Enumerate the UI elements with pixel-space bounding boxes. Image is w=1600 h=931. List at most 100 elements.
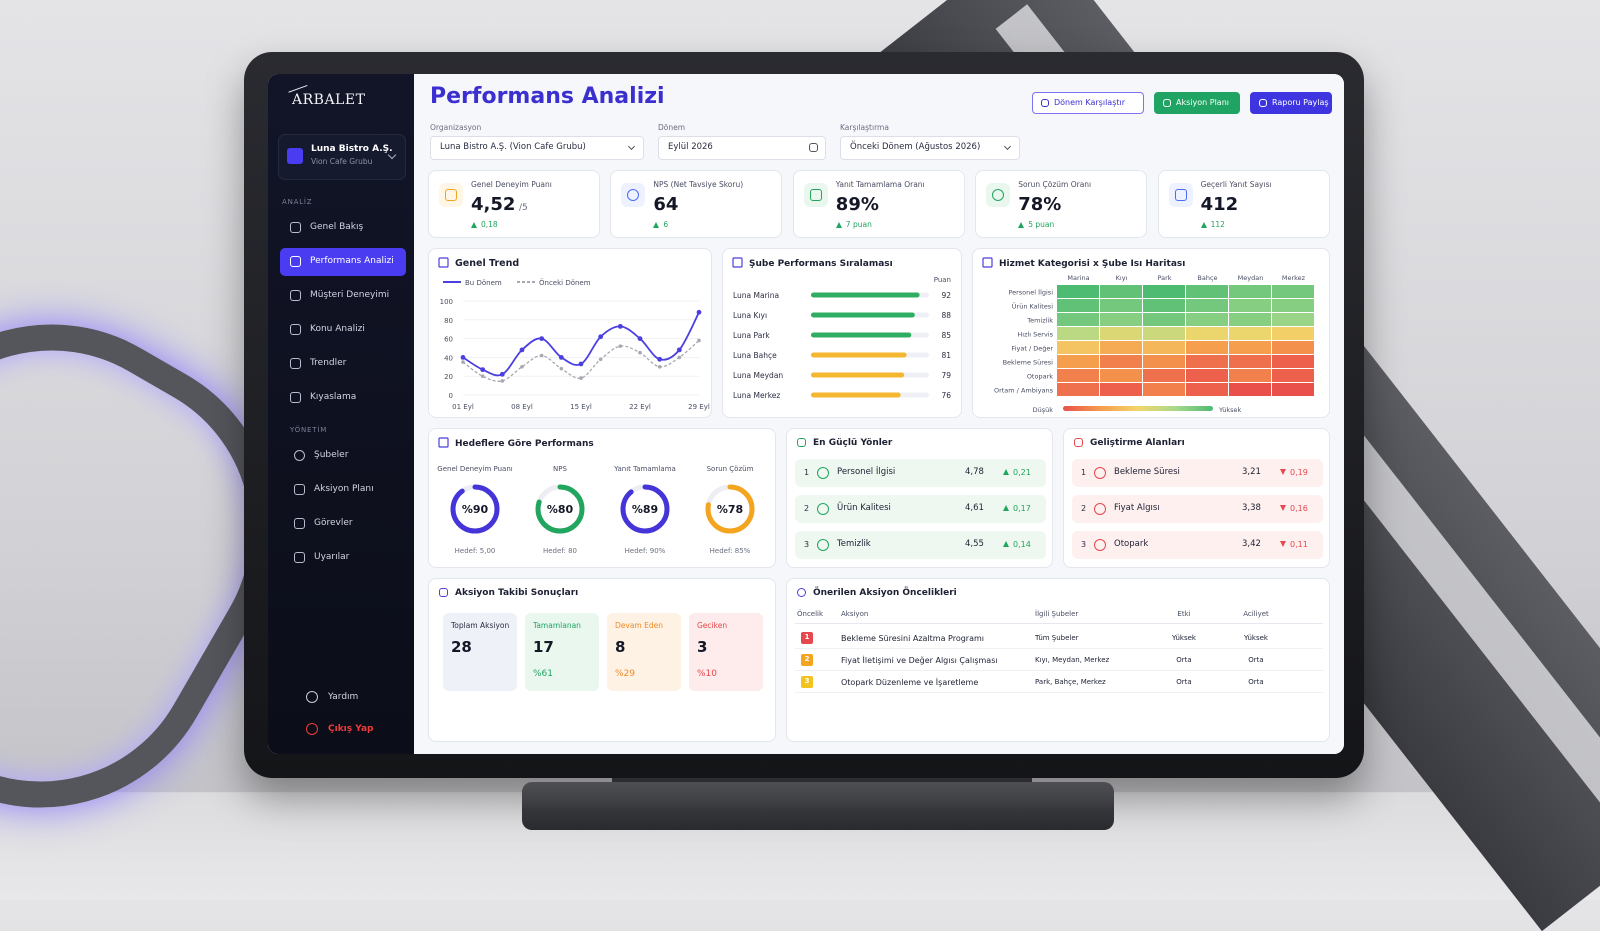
heat-cell (1100, 313, 1142, 326)
kpi-value: 78% (1018, 194, 1062, 215)
icon (445, 189, 457, 201)
filter-select[interactable]: Önceki Dönem (Ağustos 2026) (840, 136, 1020, 160)
row-label: Ürün Kalitesi (1012, 302, 1053, 311)
heat-cell (1229, 313, 1271, 326)
help-link[interactable]: Yardım (296, 686, 406, 708)
arrow-up (1003, 505, 1009, 511)
nav-item[interactable]: Performans Analizi (280, 248, 406, 276)
data-point (677, 355, 682, 360)
arrow-up (1018, 222, 1025, 228)
icon (294, 518, 305, 529)
legend-high: Yüksek (1218, 406, 1241, 414)
icon (1041, 99, 1049, 107)
stat-label: Geciken (697, 621, 728, 630)
filter-select[interactable]: Luna Bistro A.Ş. (Vion Cafe Grubu) (430, 136, 644, 160)
data-point (539, 353, 544, 358)
filter-select[interactable]: Eylül 2026 (658, 136, 826, 160)
nav-item[interactable]: Görevler (284, 510, 406, 538)
item-name: Ürün Kalitesi (837, 503, 891, 513)
logout-link[interactable]: Çıkış Yap (296, 718, 406, 740)
item-name: Fiyat Algısı (1114, 503, 1160, 513)
icon (797, 588, 806, 597)
y-tick-label: 0 (449, 392, 453, 400)
icon (1094, 539, 1106, 551)
table-cell: Orta (1248, 678, 1264, 686)
value-label: 88 (941, 311, 951, 320)
list-row: 1 Personel İlgisi 4,78 0,21 (795, 459, 1046, 487)
chart-title: Hizmet Kategorisi x Şube Isı Haritası (999, 259, 1185, 269)
data-point (579, 376, 583, 380)
select-value: Eylül 2026 (668, 142, 713, 152)
icon (290, 324, 301, 335)
gauge-value: %78 (717, 503, 743, 516)
nav-label: Müşteri Deneyimi (310, 290, 390, 300)
kpi-icon-bg (439, 183, 463, 207)
color-legend (1063, 406, 1213, 411)
icon (1094, 503, 1106, 515)
nav-item[interactable]: Uyarılar (284, 544, 406, 572)
gauge-label: Sorun Çözüm (707, 465, 754, 473)
org-switcher[interactable]: Luna Bistro A.Ş. Vion Cafe Grubu (278, 134, 406, 180)
nav-item[interactable]: Genel Bakış (280, 214, 406, 242)
action-button[interactable]: Dönem Karşılaştır (1032, 92, 1144, 114)
heat-cell (1143, 299, 1185, 312)
page-title: Performans Analizi (430, 84, 665, 109)
action-button[interactable]: Aksiyon Planı (1154, 92, 1240, 114)
arrow-down (1280, 541, 1286, 547)
heat-cell (1143, 285, 1185, 298)
data-point (578, 361, 584, 367)
category-label: Luna Marina (733, 291, 779, 300)
nav-item[interactable]: Müşteri Deneyimi (280, 282, 406, 310)
table-cell: Orta (1176, 678, 1192, 686)
nav-item[interactable]: Şubeler (284, 442, 406, 470)
arrow-down (1280, 505, 1286, 511)
nav-label: Görevler (314, 518, 353, 528)
stat-percent: %10 (697, 669, 718, 679)
nav-label: Uyarılar (314, 552, 350, 562)
nav-label: Trendler (310, 358, 347, 368)
table-header: Etki (1177, 610, 1191, 618)
heat-cell (1186, 327, 1228, 340)
org-sub: Vion Cafe Grubu (311, 157, 373, 166)
stat-label: Tamamlanan (533, 621, 581, 630)
bar (811, 352, 907, 358)
heat-cell (1100, 355, 1142, 368)
card: En Güçlü Yönler 1 Personel İlgisi 4,78 0,21 2… (786, 428, 1053, 568)
nav-item[interactable]: Trendler (280, 350, 406, 378)
category-label: Luna Kıyı (733, 311, 767, 320)
nav-item[interactable]: Aksiyon Planı (284, 476, 406, 504)
nav-item[interactable]: Kıyaslama (280, 384, 406, 412)
data-point (637, 336, 643, 341)
filter-label: Organizasyon (430, 123, 482, 132)
heat-cell (1100, 299, 1142, 312)
value-label: 81 (941, 351, 951, 360)
gauge-label: Genel Deneyim Puanı (437, 465, 512, 473)
icon (290, 256, 301, 267)
icon (817, 467, 829, 479)
card: Şube Performans Sıralaması Puan Luna Marin… (722, 248, 962, 418)
rank: 2 (1081, 504, 1087, 513)
icon (992, 189, 1005, 201)
row-label: Otopark (1027, 373, 1053, 381)
item-change: 0,21 (1013, 468, 1031, 477)
title-icon (438, 257, 449, 268)
gauge-arc (705, 484, 755, 534)
icon (809, 143, 818, 152)
heat-cell (1143, 369, 1185, 382)
heat-cell (1143, 355, 1185, 368)
item-score: 4,55 (965, 539, 984, 549)
nav-item[interactable]: Konu Analizi (280, 316, 406, 344)
action-button[interactable]: Raporu Paylaş (1250, 92, 1332, 114)
gauge-value: %89 (632, 503, 658, 516)
heat-cell (1057, 285, 1099, 298)
data-point (696, 309, 702, 315)
gauge-value: %80 (547, 503, 574, 516)
item-change: 0,14 (1013, 540, 1031, 549)
gauge-arc (535, 484, 585, 534)
button-label: Raporu Paylaş (1272, 98, 1329, 107)
gauge-target: Hedef: 90% (625, 547, 666, 555)
kpi-icon-bg (803, 183, 828, 207)
data-point (499, 371, 505, 377)
priority-number: 3 (804, 677, 810, 685)
